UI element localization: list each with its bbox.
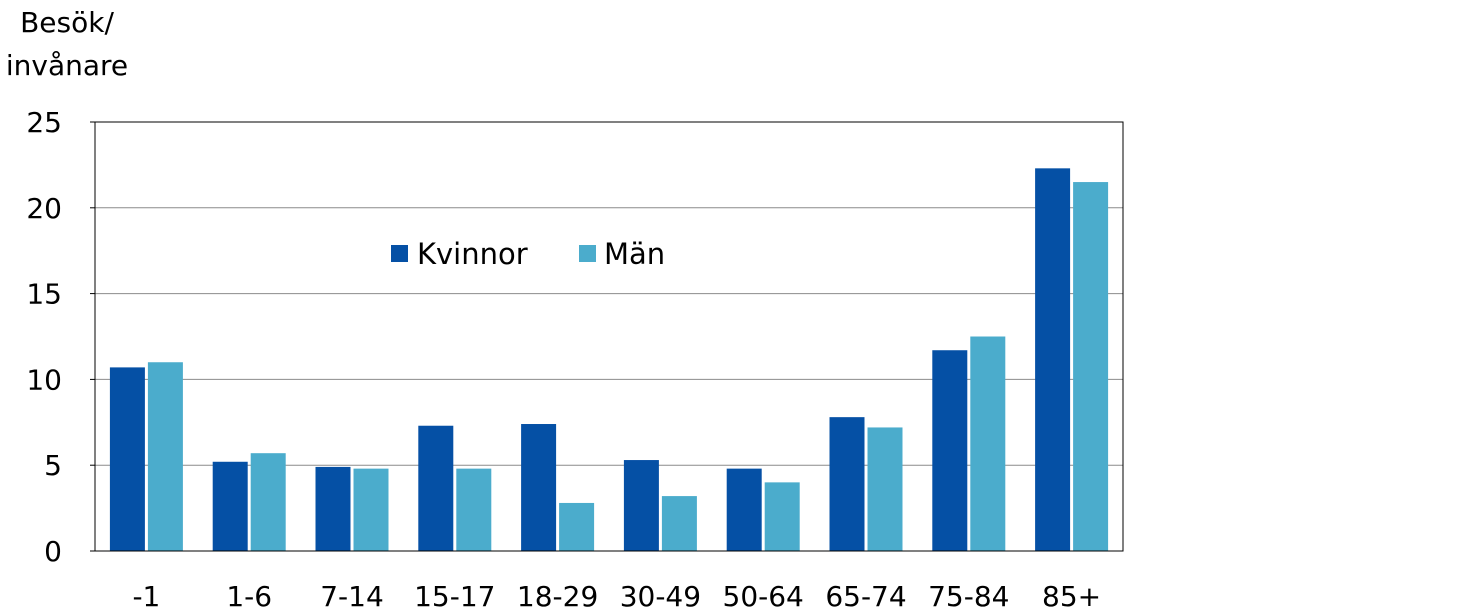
x-tick-label: 15-17 [414,580,495,613]
y-tick-label: 5 [44,449,62,482]
x-tick-label: 30-49 [620,580,701,613]
x-tick-label: 65-74 [825,580,906,613]
bar-kvinnor-3 [418,425,454,551]
bar-man-3 [456,468,492,551]
bar-kvinnor-9 [1035,168,1071,551]
legend-label: Kvinnor [417,237,528,271]
x-tick-label: 50-64 [723,580,804,613]
legend-swatch [391,245,408,262]
y-axis-title-line-2: invånare [6,49,128,82]
x-axis-ticks: -1 1-6 7-14 15-17 18-29 30-49 50-64 65-74 75-84 8… [132,580,1101,613]
bar-kvinnor-8 [932,350,968,551]
bar-man-7 [867,427,903,551]
x-tick-label: -1 [132,580,160,613]
y-axis-title-line-1: Besök/ [20,6,114,39]
bar-kvinnor-7 [829,417,865,551]
legend-label: Män [604,237,665,271]
legend: Kvinnor Män [391,237,665,271]
x-tick-label: 75-84 [928,580,1009,613]
y-tick-label: 25 [26,106,62,139]
bar-man-4 [559,502,595,551]
bar-kvinnor-5 [623,460,659,551]
y-tick-label: 0 [44,535,62,568]
bar-man-1 [250,453,286,551]
bar-kvinnor-2 [315,466,351,551]
bar-man-2 [353,468,389,551]
bar-kvinnor-1 [212,461,248,551]
bars [109,168,1109,551]
x-tick-label: 18-29 [517,580,598,613]
y-axis-title: Besök/ invånare [6,6,128,82]
bar-man-0 [147,362,183,551]
y-tick-label: 20 [26,192,62,225]
bar-man-5 [661,496,697,551]
bar-man-8 [970,336,1006,551]
y-tick-label: 15 [26,278,62,311]
plot-frame [94,121,1124,552]
y-tick-label: 10 [26,363,62,396]
x-tick-label: 1-6 [226,580,272,613]
x-tick-label: 85+ [1042,580,1101,613]
bar-man-9 [1073,182,1109,551]
bar-kvinnor-0 [109,367,145,551]
bar-kvinnor-6 [726,468,762,551]
y-axis-ticks: 0 5 10 15 20 25 [26,106,95,568]
bar-kvinnor-4 [521,424,557,551]
x-tick-label: 7-14 [320,580,384,613]
bar-man-6 [764,482,800,551]
legend-swatch [579,245,596,262]
